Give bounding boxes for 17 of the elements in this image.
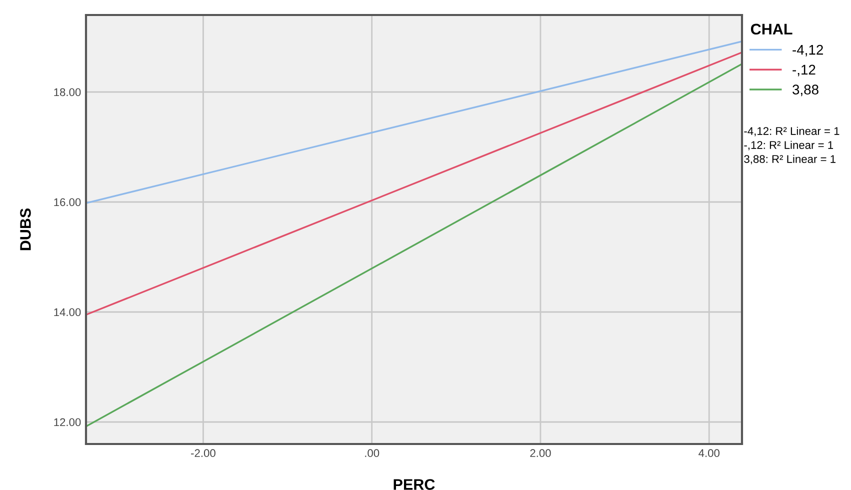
x-tick-label: -2.00: [191, 449, 216, 458]
x-tick-label: .00: [365, 449, 380, 458]
y-tick-label: 16.00: [54, 198, 81, 206]
text: -,12: R² Linear = 1: [744, 140, 834, 150]
x-tick-label: 2.00: [530, 449, 551, 458]
x-tick-label: 4.00: [698, 449, 720, 458]
y-tick-label: 14.00: [54, 308, 81, 316]
y-axis-title: DUBS: [20, 208, 31, 250]
legend-label: 3,88: [792, 84, 818, 96]
x-axis-title: PERC: [394, 479, 435, 490]
legend-label: -,12: [792, 64, 816, 76]
legend-title: CHAL: [750, 24, 792, 35]
y-tick-label: 12.00: [54, 418, 81, 426]
legend-label: -4,12: [792, 44, 823, 56]
text: -4,12: R² Linear = 1: [744, 126, 840, 136]
text: 3,88: R² Linear = 1: [744, 154, 836, 164]
y-tick-label: 18.00: [54, 88, 81, 96]
